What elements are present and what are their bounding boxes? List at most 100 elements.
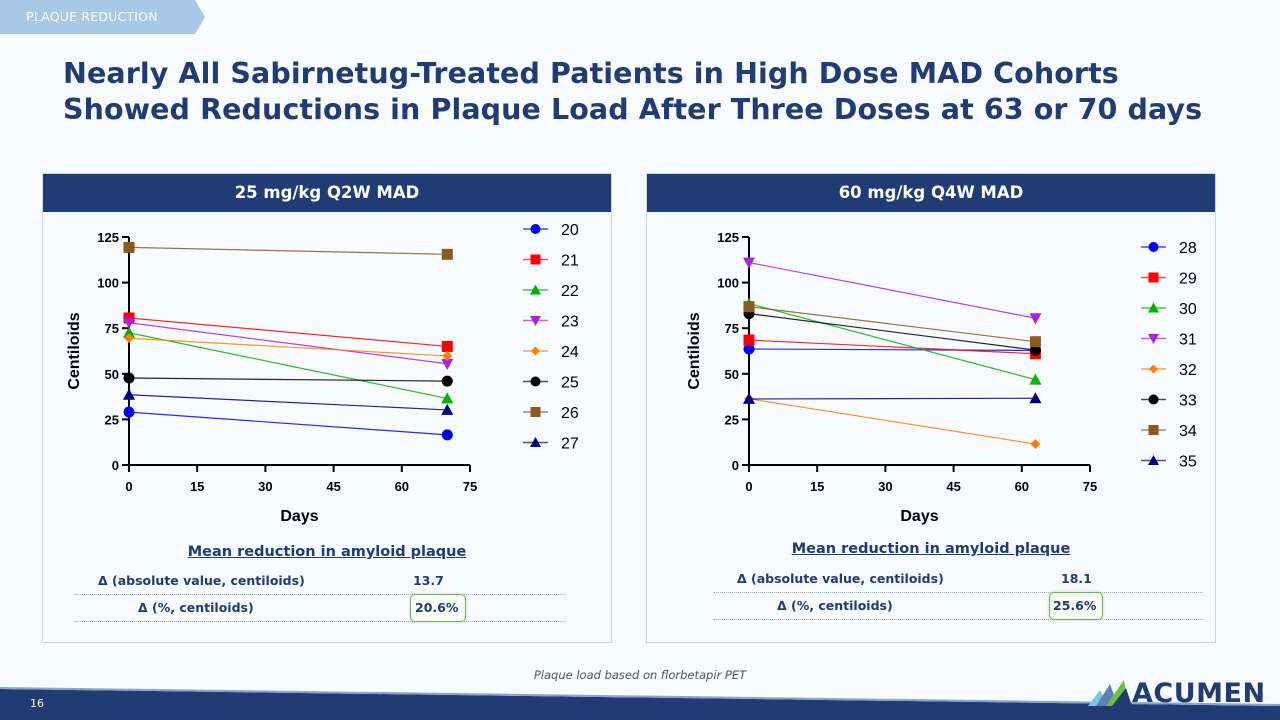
- data-point-25: [441, 375, 453, 387]
- data-point-20: [441, 429, 453, 441]
- logo-text: ACUMEN: [1132, 678, 1266, 709]
- data-point-35: [1029, 392, 1042, 404]
- legend-marker-22: [530, 284, 541, 295]
- legend-label-24: 24: [561, 344, 579, 361]
- data-point-22: [122, 326, 136, 338]
- data-point-28: [743, 343, 755, 355]
- legend-label-32: 32: [1179, 362, 1197, 379]
- x-tick-label: 60: [1015, 479, 1029, 494]
- y-tick-label: 25: [725, 412, 739, 427]
- series-line-35: [748, 397, 1036, 400]
- stats-label: Δ (absolute value, centiloids): [737, 571, 944, 586]
- legend-label-28: 28: [1179, 240, 1197, 257]
- y-axis-label: Centiloids: [66, 312, 83, 389]
- x-tick-label: 45: [946, 479, 960, 494]
- y-tick-label: 100: [97, 276, 119, 291]
- x-axis-label: Days: [280, 508, 318, 525]
- y-tick-label: 75: [105, 321, 119, 336]
- series-line-22: [128, 332, 448, 400]
- data-point-31: [1029, 313, 1042, 325]
- data-point-35: [742, 392, 756, 404]
- legend-marker-31: [1148, 334, 1159, 344]
- x-tick-label: 30: [878, 479, 892, 494]
- panel-60mg: 60 mg/kg Q4W MAD 0 25 50 75 100 125 0 15 30 45 60 7…: [646, 173, 1216, 643]
- legend-label-27: 27: [561, 436, 579, 453]
- y-tick-label: 125: [717, 230, 739, 245]
- data-point-34: [743, 301, 755, 313]
- legend-marker-24: [531, 346, 540, 356]
- stats-title: Mean reduction in amyloid plaque: [791, 541, 1071, 557]
- legend-marker-29: [1148, 272, 1159, 283]
- footnote: Plaque load based on florbetapir PET: [533, 668, 747, 682]
- data-point-30: [1029, 373, 1042, 385]
- chart-25mg: 0 25 50 75 100 125 0 15 30 45 60 75 Days Centiloids 20…: [66, 222, 579, 525]
- legend-label-29: 29: [1179, 271, 1197, 288]
- legend-label-22: 22: [561, 283, 579, 300]
- data-point-32: [1030, 439, 1041, 449]
- legend-label-21: 21: [561, 253, 579, 270]
- data-point-21: [441, 340, 453, 352]
- legend-label-20: 20: [561, 222, 579, 239]
- legend-label-23: 23: [561, 314, 579, 331]
- x-tick-label: 75: [1083, 479, 1097, 494]
- x-tick-label: 0: [745, 479, 752, 494]
- stats-row-absolute: Δ (absolute value, centiloids) 18.1: [713, 567, 1203, 593]
- x-tick-label: 15: [190, 479, 204, 494]
- x-tick-label: 0: [125, 479, 132, 494]
- stats-label: Δ (%, centiloids): [777, 598, 893, 613]
- footer-band: [0, 687, 1280, 720]
- data-point-24: [442, 350, 453, 361]
- stats-value: 20.6%: [415, 600, 459, 615]
- legend-marker-26: [530, 407, 541, 417]
- y-tick-label: 25: [105, 412, 119, 427]
- legend-marker-28: [1148, 242, 1159, 252]
- legend-marker-34: [1148, 425, 1159, 435]
- series-line-32: [748, 398, 1036, 445]
- data-point-23: [122, 317, 136, 329]
- data-point-20: [123, 406, 135, 418]
- stats-label: Δ (absolute value, centiloids): [98, 573, 305, 588]
- legend-marker-35: [1148, 455, 1159, 465]
- x-tick-label: 30: [258, 479, 272, 494]
- page-number: 16: [30, 697, 44, 710]
- y-tick-label: 50: [105, 367, 119, 382]
- legend-label-34: 34: [1179, 423, 1197, 440]
- x-tick-label: 75: [463, 479, 477, 494]
- series-line-33: [748, 313, 1036, 351]
- stats-value: 18.1: [1061, 571, 1092, 586]
- legend-label-25: 25: [561, 375, 579, 392]
- stats-row-absolute: Δ (absolute value, centiloids) 13.7: [75, 569, 565, 595]
- highlight-box: [1049, 592, 1103, 620]
- legend-marker-20: [530, 224, 541, 234]
- section-tag-label: PLAQUE REDUCTION: [26, 9, 158, 24]
- series-line-29: [748, 339, 1036, 355]
- series-line-20: [128, 411, 448, 436]
- y-axis-label: Centiloids: [686, 312, 703, 389]
- series-line-34: [748, 306, 1036, 343]
- y-tick-label: 0: [112, 458, 119, 473]
- series-line-21: [128, 317, 448, 348]
- data-point-25: [123, 372, 135, 384]
- y-tick-label: 125: [97, 230, 119, 245]
- series-line-24: [128, 337, 448, 357]
- stats-title: Mean reduction in amyloid plaque: [187, 544, 467, 560]
- series-line-25: [128, 377, 448, 382]
- stats-value: 25.6%: [1053, 598, 1097, 613]
- data-point-22: [441, 392, 454, 404]
- series-line-27: [128, 394, 448, 411]
- chart-60mg: 0 25 50 75 100 125 0 15 30 45 60 75 Days Centiloids 28…: [686, 230, 1197, 525]
- data-point-23: [441, 358, 454, 370]
- data-point-31: [742, 257, 756, 269]
- stats-value: 13.7: [413, 573, 444, 588]
- series-line-30: [748, 302, 1036, 381]
- y-tick-label: 75: [725, 321, 739, 336]
- mountain-logo-icon: [1088, 680, 1132, 706]
- series-line-28: [748, 348, 1036, 352]
- data-point-29: [743, 334, 755, 346]
- data-point-33: [1029, 344, 1041, 356]
- panel-25mg: 25 mg/kg Q2W MAD 0 25 50 75 100 125 0 15 30 45 60 7…: [42, 173, 612, 643]
- x-tick-label: 15: [810, 479, 824, 494]
- data-point-26: [441, 248, 453, 260]
- legend-marker-25: [530, 376, 541, 387]
- series-line-26: [128, 246, 448, 255]
